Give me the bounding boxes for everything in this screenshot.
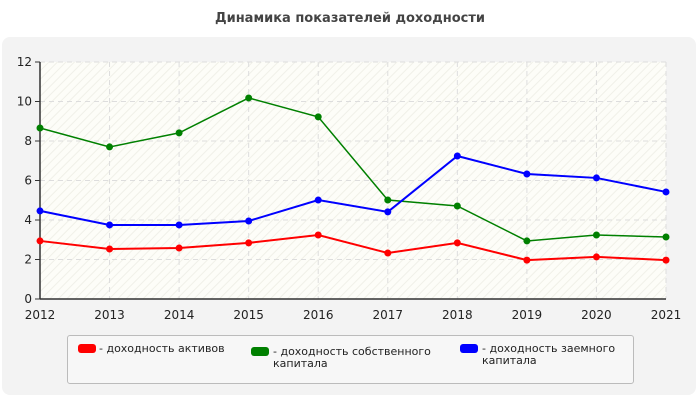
x-tick-label: 2015 xyxy=(233,308,264,322)
data-point xyxy=(314,113,322,121)
series-line xyxy=(39,233,667,262)
data-point xyxy=(36,124,44,132)
y-tick-label: 2 xyxy=(24,253,32,267)
legend-label: - доходность собственного капитала xyxy=(273,345,431,370)
data-point xyxy=(384,249,392,257)
y-tick-label: 6 xyxy=(24,174,32,188)
data-point xyxy=(662,256,670,264)
legend-swatch xyxy=(460,344,478,353)
data-point xyxy=(523,170,531,178)
x-tick-label: 2021 xyxy=(651,308,682,322)
legend-item-equity: - доходность собственного капитала xyxy=(251,343,461,370)
data-point xyxy=(384,208,392,216)
y-tick-label: 8 xyxy=(24,134,32,148)
data-point xyxy=(662,188,670,196)
data-point xyxy=(314,231,322,239)
x-tick-label: 2016 xyxy=(303,308,334,322)
data-point xyxy=(592,253,600,261)
chart-title: Динамика показателей доходности xyxy=(215,11,485,26)
x-tick-label: 2014 xyxy=(164,308,195,322)
data-point xyxy=(662,233,670,241)
legend-label: - доходность заемного капитала xyxy=(482,342,616,367)
data-point xyxy=(36,207,44,215)
data-point xyxy=(523,237,531,245)
data-point xyxy=(175,244,183,252)
data-point xyxy=(453,239,461,247)
data-point xyxy=(36,237,44,245)
data-point xyxy=(592,231,600,239)
x-tick-label: 2020 xyxy=(581,308,612,322)
data-point xyxy=(175,129,183,137)
y-tick-label: 12 xyxy=(17,55,32,69)
y-tick-label: 4 xyxy=(24,213,32,227)
y-tick-label: 0 xyxy=(24,292,32,306)
x-tick-label: 2019 xyxy=(512,308,543,322)
data-point xyxy=(453,152,461,160)
data-point xyxy=(453,202,461,210)
data-point xyxy=(175,221,183,229)
data-point xyxy=(106,245,114,253)
x-tick-label: 2018 xyxy=(442,308,473,322)
legend-swatch xyxy=(78,344,96,353)
legend-label: - доходность активов xyxy=(99,342,225,355)
data-point xyxy=(106,143,114,151)
legend-item-debt: - доходность заемного капитала xyxy=(460,343,630,367)
y-tick-label: 10 xyxy=(17,95,32,109)
legend-item-assets: - доходность активов xyxy=(78,343,225,355)
legend-swatch xyxy=(251,347,269,356)
x-tick-label: 2013 xyxy=(94,308,125,322)
data-point xyxy=(245,217,253,225)
data-point xyxy=(314,196,322,204)
data-point xyxy=(592,174,600,182)
series-line xyxy=(39,154,667,226)
data-point xyxy=(245,94,253,102)
legend: - доходность активов - доходность собств… xyxy=(67,335,634,384)
data-point xyxy=(523,256,531,264)
x-tick-label: 2012 xyxy=(25,308,56,322)
data-point xyxy=(245,239,253,247)
data-point xyxy=(106,221,114,229)
data-point xyxy=(384,196,392,204)
series-line xyxy=(39,97,667,242)
x-tick-label: 2017 xyxy=(373,308,404,322)
